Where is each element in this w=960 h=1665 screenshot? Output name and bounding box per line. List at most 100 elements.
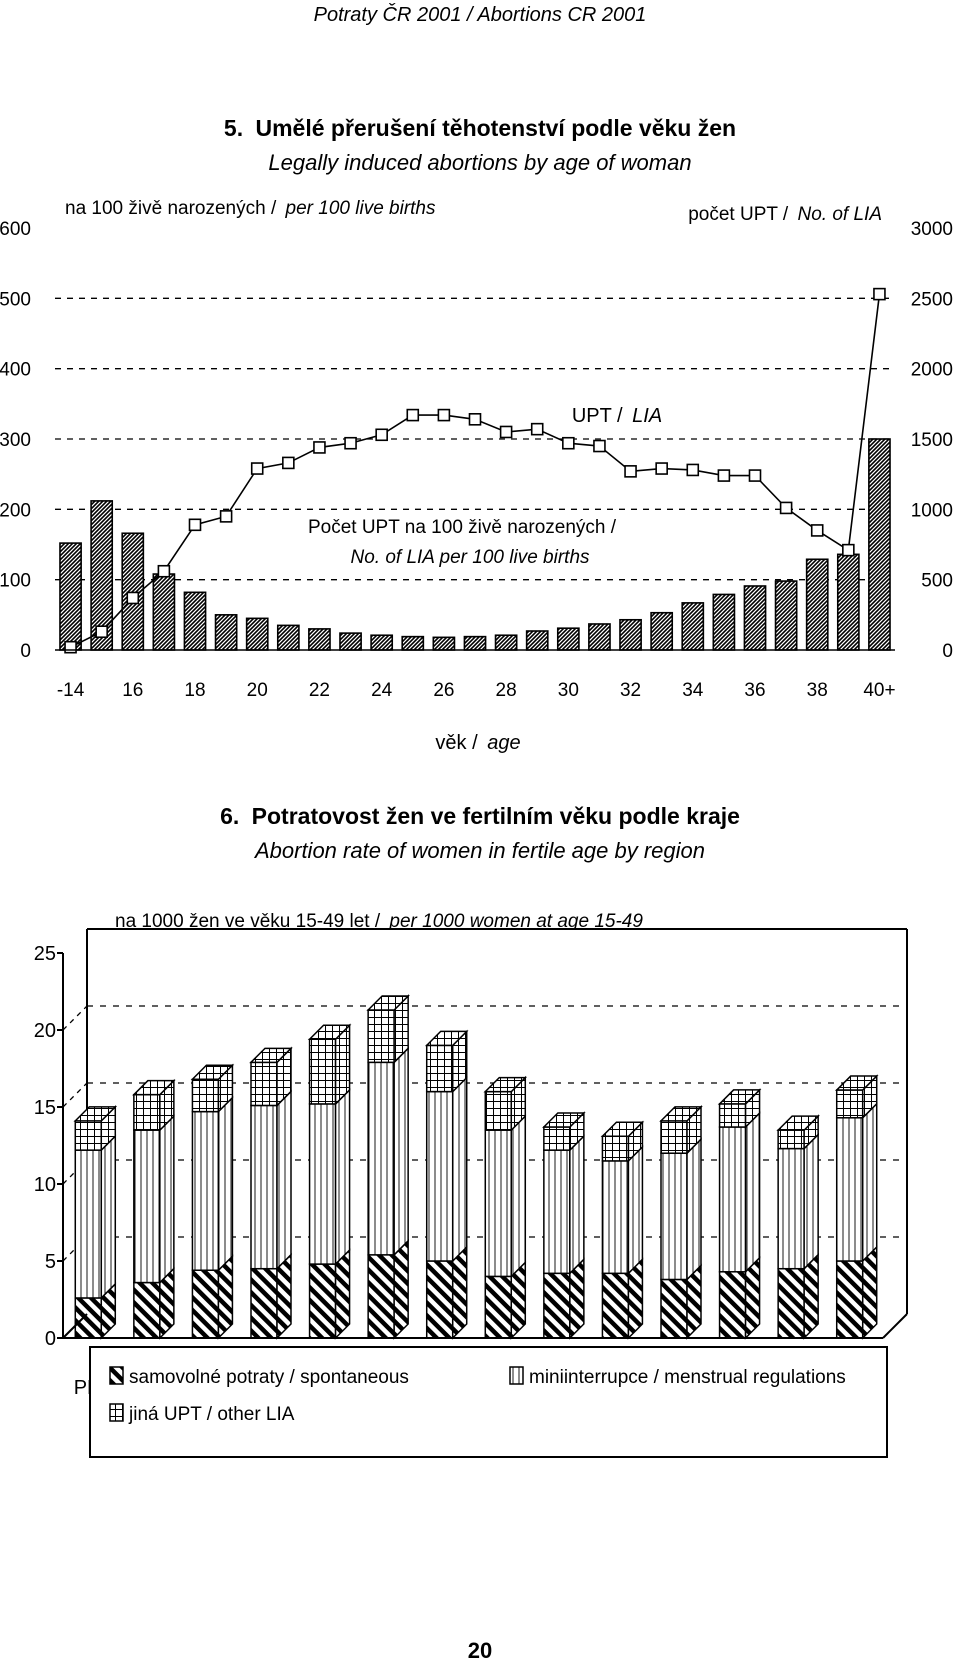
lia-point-15 <box>95 625 108 639</box>
bar-side-STC-menstrual <box>159 1114 175 1285</box>
bar-PAR-other <box>543 1126 571 1151</box>
y-left-tick-200: 200 <box>0 500 31 521</box>
bar-ZLI-other <box>777 1129 805 1150</box>
bar-PAR-menstrual <box>543 1149 571 1275</box>
y-right-tick-0: 0 <box>942 641 953 662</box>
line-series-label-cz: UPT / <box>572 405 623 427</box>
regional-abortion-chart: 6. Potratovost žen ve fertilním věku pod… <box>34 803 908 1458</box>
bar-side-KAR-spontaneous <box>334 1248 351 1340</box>
bar-side-UST-spontaneous <box>393 1239 409 1340</box>
line-series-label-en: LIA <box>632 405 662 427</box>
bar-PLZ-other <box>250 1061 278 1107</box>
bar-top-HRA <box>483 1076 528 1093</box>
lia-point-22 <box>313 441 326 454</box>
bar-MSK-spontaneous <box>835 1260 864 1339</box>
bar-PLZ-menstrual <box>250 1104 278 1270</box>
bar-age-19 <box>214 614 238 651</box>
lia-point-35 <box>717 469 731 482</box>
bar-UST-other <box>367 1009 395 1064</box>
lia-point-36 <box>748 469 762 482</box>
x-tick-30: 30 <box>558 680 579 701</box>
bar-age-29 <box>525 630 549 651</box>
legend-label-other: jiná UPT / other LIA <box>128 1404 295 1425</box>
chart1-left-axis-label: na 100 živě narozených / per 100 live bi… <box>65 198 436 219</box>
y-tick-25: 25 <box>34 943 56 965</box>
bar-side-PHA-menstrual <box>100 1134 117 1300</box>
bar-age-18 <box>183 591 207 651</box>
bar-top-JHC <box>190 1064 235 1081</box>
y-tick-20: 20 <box>34 1020 56 1042</box>
bar-side-JHM-menstrual <box>686 1137 702 1282</box>
lia-point-39 <box>842 543 855 557</box>
x-tick-20: 20 <box>247 680 268 701</box>
bar-HRA-other <box>484 1090 513 1131</box>
lia-point-32 <box>624 465 637 478</box>
x-tick-22: 22 <box>309 680 330 701</box>
chart1-left-axis-label-en: per 100 live births <box>285 198 436 219</box>
bar-top-VYS <box>600 1121 645 1138</box>
bar-KAR-spontaneous <box>308 1263 337 1339</box>
bar-JHM-spontaneous <box>660 1278 688 1339</box>
bar-side-VYS-menstrual <box>627 1145 644 1276</box>
bar-age-31 <box>588 623 611 651</box>
lia-point-29 <box>530 422 544 436</box>
bar-top-MSK <box>834 1075 879 1091</box>
lia-point-18 <box>188 518 202 532</box>
lia-point-30 <box>562 436 575 450</box>
bar-age-36 <box>743 585 767 651</box>
bar-age-37 <box>774 580 798 651</box>
x-tick-38: 38 <box>807 680 828 701</box>
bar-side-PLZ-menstrual <box>276 1089 292 1271</box>
chart1-right-axis-label-cz: počet UPT / <box>688 204 789 225</box>
bar-UST-spontaneous <box>367 1254 395 1339</box>
legend-swatch-menstrual <box>509 1366 524 1385</box>
lia-point--14 <box>64 640 77 654</box>
lia-point-19 <box>219 510 233 523</box>
bar-OLO-other <box>718 1103 747 1128</box>
bar-side-HRA-menstrual <box>510 1114 527 1279</box>
bar-JHC-other <box>191 1078 220 1113</box>
bar-age-26 <box>432 636 456 651</box>
y-right-tick-1500: 1500 <box>911 430 953 451</box>
chart1-left-axis-label-cz: na 100 živě narozených / <box>65 198 277 219</box>
bar-MSK-menstrual <box>835 1117 864 1262</box>
bar-top-STC <box>132 1079 176 1096</box>
x-tick-16: 16 <box>122 680 143 701</box>
y-right-tick-2500: 2500 <box>911 289 953 310</box>
bar-OLO-menstrual <box>718 1126 747 1273</box>
lia-point-40+ <box>873 287 886 301</box>
lia-point-33 <box>655 462 668 475</box>
y-right-tick-1000: 1000 <box>911 500 953 521</box>
bar-series-label-en: No. of LIA per 100 live births <box>350 547 590 568</box>
lia-point-23 <box>344 436 357 450</box>
bar-age-21 <box>276 624 300 651</box>
y-tick-15: 15 <box>34 1097 56 1119</box>
chart1-right-axis-label-en: No. of LIA <box>798 204 883 225</box>
x-tick-26: 26 <box>433 680 454 701</box>
bar-PHA-other <box>74 1120 103 1151</box>
legend-box <box>89 1346 888 1458</box>
bar-age-35 <box>712 593 736 651</box>
chart2-title-text: Potratovost žen ve fertilním věku podle … <box>252 803 740 829</box>
lia-point-28 <box>499 425 513 439</box>
bar-PHA-menstrual <box>74 1149 103 1299</box>
bar-age-39 <box>836 553 860 651</box>
floor-right-edge <box>882 1313 908 1339</box>
legend-swatch-other <box>109 1403 124 1422</box>
bar-LIB-spontaneous <box>425 1260 454 1339</box>
bar-side-UST-menstrual <box>393 1046 409 1257</box>
bar-ZLI-menstrual <box>777 1147 805 1270</box>
bar-top-JHM <box>659 1106 703 1122</box>
bar-age--14 <box>59 542 82 651</box>
chart1-xlabel-en: age <box>487 732 520 754</box>
y-left-tick-600: 600 <box>0 219 31 240</box>
x-tick-32: 32 <box>620 680 641 701</box>
bar-STC-spontaneous <box>133 1281 161 1339</box>
bar-age-22 <box>308 628 331 651</box>
lia-point-24 <box>375 428 388 442</box>
lia-point-21 <box>282 456 295 470</box>
bar-ZLI-spontaneous <box>777 1267 805 1339</box>
legend-label-spontaneous: samovolné potraty / spontaneous <box>129 1367 409 1388</box>
lia-point-16 <box>126 591 140 605</box>
bar-HRA-menstrual <box>484 1129 513 1278</box>
